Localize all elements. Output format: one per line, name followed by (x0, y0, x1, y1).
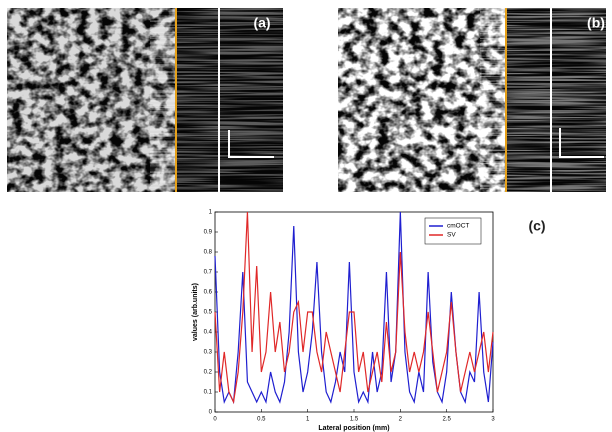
series-line (214, 211, 494, 405)
x-tick-label: 3 (491, 417, 495, 423)
legend-label: cmOCT (447, 223, 469, 230)
y-axis-label: values (arb.units) (192, 283, 199, 341)
series-line (214, 211, 494, 405)
panel-label: (c) (528, 218, 545, 234)
chart: 0 0.1 0.2 0.3 0.4 0.5 0.6 0.7 0.8 0.9 1 0 0.5 1 1.5 2 2.… (192, 210, 495, 432)
y-tick-label: 0.9 (204, 230, 213, 236)
legend-label: SV (447, 232, 456, 239)
y-tick-label: 0.5 (204, 310, 213, 316)
x-tick-label: 0.5 (257, 417, 266, 423)
y-tick-label: 0.1 (204, 390, 213, 396)
y-tick-label: 0.3 (204, 350, 213, 356)
y-tick-label: 0.8 (204, 250, 213, 256)
x-tick-label: 2 (399, 417, 403, 423)
y-tick-label: 0.7 (204, 270, 213, 276)
x-tick-label: 2.5 (442, 417, 451, 423)
y-tick-label: 0.6 (204, 290, 213, 296)
y-tick-label: 1 (209, 210, 213, 216)
x-axis-label: Lateral position (mm) (318, 425, 389, 432)
y-tick-label: 0.2 (204, 370, 213, 376)
x-tick-label: 1.5 (350, 417, 359, 423)
legend-box (424, 217, 482, 245)
y-tick-label: 0.4 (204, 330, 213, 336)
x-tick-label: 0 (213, 417, 217, 423)
y-tick-label: 0 (209, 410, 213, 416)
panel-label: (b) (587, 15, 605, 31)
panel-a: (a) (7, 8, 283, 192)
panel-label: (a) (253, 15, 270, 31)
panel-b: (b) (338, 8, 606, 192)
x-tick-label: 1 (306, 417, 310, 423)
